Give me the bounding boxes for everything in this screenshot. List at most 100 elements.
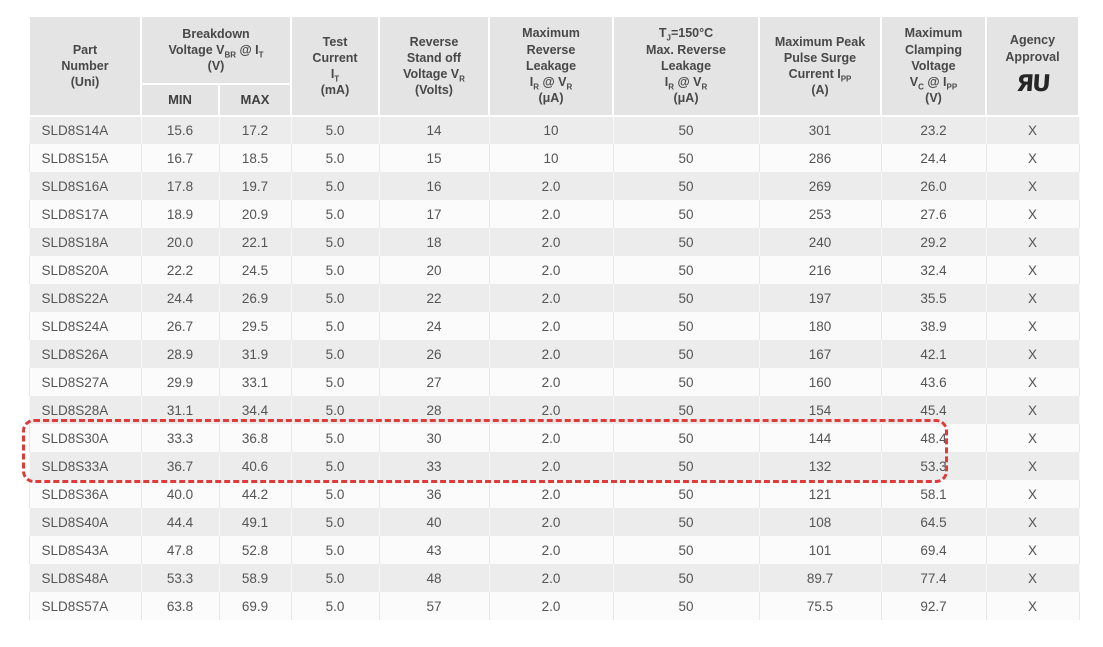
col-header-label: TJ=150°C Max. Reverse Leakage IR @ VR (μA) bbox=[646, 26, 726, 106]
cell-max: 19.7 bbox=[218, 172, 292, 200]
cell-max_reverse_leakage: 2.0 bbox=[488, 312, 614, 340]
col-header-test_current: Test Current IT (mA) bbox=[290, 15, 380, 117]
cell-standoff: 43 bbox=[378, 536, 490, 564]
cell-test_current: 5.0 bbox=[290, 508, 380, 536]
cell-max: 58.9 bbox=[218, 564, 292, 592]
cell-agency_approval: X bbox=[985, 144, 1080, 172]
cell-max: 40.6 bbox=[218, 452, 292, 480]
cell-max_reverse_leakage: 10 bbox=[488, 144, 614, 172]
cell-standoff: 27 bbox=[378, 368, 490, 396]
cell-min: 33.3 bbox=[140, 424, 220, 452]
cell-clamping_voltage: 43.6 bbox=[880, 368, 987, 396]
cell-max: 36.8 bbox=[218, 424, 292, 452]
table-row-SLD8S57A: SLD8S57A 63.8 69.9 5.0 57 2.0 50 75.5 92.7 X bbox=[28, 592, 1080, 620]
cell-min: 17.8 bbox=[140, 172, 220, 200]
cell-max: 34.4 bbox=[218, 396, 292, 424]
cell-clamping_voltage: 27.6 bbox=[880, 200, 987, 228]
cell-standoff: 28 bbox=[378, 396, 490, 424]
cell-part: SLD8S20A bbox=[28, 256, 142, 284]
cell-standoff: 36 bbox=[378, 480, 490, 508]
cell-test_current: 5.0 bbox=[290, 172, 380, 200]
cell-max: 26.9 bbox=[218, 284, 292, 312]
cell-min: 20.0 bbox=[140, 228, 220, 256]
cell-tj150_max_reverse_leakage: 50 bbox=[612, 564, 760, 592]
cell-tj150_max_reverse_leakage: 50 bbox=[612, 116, 760, 144]
table-row-SLD8S36A: SLD8S36A 40.0 44.2 5.0 36 2.0 50 121 58.1 X bbox=[28, 480, 1080, 508]
col-header-label: Test Current IT (mA) bbox=[312, 34, 358, 98]
cell-test_current: 5.0 bbox=[290, 368, 380, 396]
table-row-SLD8S24A: SLD8S24A 26.7 29.5 5.0 24 2.0 50 180 38.9 X bbox=[28, 312, 1080, 340]
cell-max: 44.2 bbox=[218, 480, 292, 508]
cell-agency_approval: X bbox=[985, 368, 1080, 396]
cell-surge_current: 160 bbox=[758, 368, 882, 396]
cell-surge_current: 144 bbox=[758, 424, 882, 452]
table-row-SLD8S15A: SLD8S15A 16.7 18.5 5.0 15 10 50 286 24.4 X bbox=[28, 144, 1080, 172]
cell-max: 33.1 bbox=[218, 368, 292, 396]
cell-max_reverse_leakage: 2.0 bbox=[488, 284, 614, 312]
cell-standoff: 30 bbox=[378, 424, 490, 452]
cell-test_current: 5.0 bbox=[290, 340, 380, 368]
cell-agency_approval: X bbox=[985, 424, 1080, 452]
table-header: Part Number (Uni) Breakdown Voltage VBR @ IT… bbox=[28, 15, 1080, 117]
cell-agency_approval: X bbox=[985, 116, 1080, 144]
cell-max_reverse_leakage: 2.0 bbox=[488, 564, 614, 592]
table-body: SLD8S14A 15.6 17.2 5.0 14 10 50 301 23.2 X SLD8S15… bbox=[28, 116, 1080, 620]
cell-clamping_voltage: 69.4 bbox=[880, 536, 987, 564]
cell-part: SLD8S36A bbox=[28, 480, 142, 508]
cell-max_reverse_leakage: 2.0 bbox=[488, 172, 614, 200]
col-header-agency_approval: Agency Approval ЯU bbox=[985, 15, 1080, 117]
cell-test_current: 5.0 bbox=[290, 424, 380, 452]
cell-surge_current: 216 bbox=[758, 256, 882, 284]
table-row-SLD8S40A: SLD8S40A 44.4 49.1 5.0 40 2.0 50 108 64.5 X bbox=[28, 508, 1080, 536]
cell-max: 49.1 bbox=[218, 508, 292, 536]
cell-test_current: 5.0 bbox=[290, 452, 380, 480]
cell-agency_approval: X bbox=[985, 508, 1080, 536]
cell-agency_approval: X bbox=[985, 396, 1080, 424]
cell-clamping_voltage: 26.0 bbox=[880, 172, 987, 200]
cell-surge_current: 108 bbox=[758, 508, 882, 536]
col-header-breakdown_voltage-min: MIN bbox=[140, 83, 220, 117]
cell-clamping_voltage: 35.5 bbox=[880, 284, 987, 312]
cell-part: SLD8S43A bbox=[28, 536, 142, 564]
table-row-SLD8S30A: SLD8S30A 33.3 36.8 5.0 30 2.0 50 144 48.4 X bbox=[28, 424, 1080, 452]
cell-max_reverse_leakage: 2.0 bbox=[488, 368, 614, 396]
cell-surge_current: 154 bbox=[758, 396, 882, 424]
table-row-SLD8S43A: SLD8S43A 47.8 52.8 5.0 43 2.0 50 101 69.4 X bbox=[28, 536, 1080, 564]
cell-max_reverse_leakage: 2.0 bbox=[488, 340, 614, 368]
cell-clamping_voltage: 38.9 bbox=[880, 312, 987, 340]
cell-min: 53.3 bbox=[140, 564, 220, 592]
cell-clamping_voltage: 29.2 bbox=[880, 228, 987, 256]
ul-recognized-mark-icon: ЯU bbox=[1015, 70, 1050, 97]
cell-part: SLD8S48A bbox=[28, 564, 142, 592]
table-row-SLD8S48A: SLD8S48A 53.3 58.9 5.0 48 2.0 50 89.7 77.4 X bbox=[28, 564, 1080, 592]
cell-max: 22.1 bbox=[218, 228, 292, 256]
cell-max: 69.9 bbox=[218, 592, 292, 620]
col-header-label: Maximum Peak Pulse Surge Current IPP (A) bbox=[774, 34, 866, 98]
cell-surge_current: 75.5 bbox=[758, 592, 882, 620]
header-row-main: Part Number (Uni) Breakdown Voltage VBR @ IT… bbox=[28, 15, 1080, 117]
cell-surge_current: 253 bbox=[758, 200, 882, 228]
cell-min: 36.7 bbox=[140, 452, 220, 480]
cell-tj150_max_reverse_leakage: 50 bbox=[612, 508, 760, 536]
cell-clamping_voltage: 48.4 bbox=[880, 424, 987, 452]
table-row-SLD8S14A: SLD8S14A 15.6 17.2 5.0 14 10 50 301 23.2 X bbox=[28, 116, 1080, 144]
cell-max_reverse_leakage: 2.0 bbox=[488, 452, 614, 480]
col-header-label: Maximum Reverse Leakage IR @ VR (μA) bbox=[522, 26, 580, 106]
cell-surge_current: 132 bbox=[758, 452, 882, 480]
cell-standoff: 17 bbox=[378, 200, 490, 228]
cell-part: SLD8S30A bbox=[28, 424, 142, 452]
cell-standoff: 40 bbox=[378, 508, 490, 536]
cell-part: SLD8S15A bbox=[28, 144, 142, 172]
col-header-max_reverse_leakage: Maximum Reverse Leakage IR @ VR (μA) bbox=[488, 15, 614, 117]
cell-surge_current: 301 bbox=[758, 116, 882, 144]
cell-agency_approval: X bbox=[985, 256, 1080, 284]
cell-test_current: 5.0 bbox=[290, 144, 380, 172]
cell-tj150_max_reverse_leakage: 50 bbox=[612, 256, 760, 284]
cell-max: 29.5 bbox=[218, 312, 292, 340]
cell-part: SLD8S17A bbox=[28, 200, 142, 228]
cell-surge_current: 89.7 bbox=[758, 564, 882, 592]
cell-surge_current: 269 bbox=[758, 172, 882, 200]
cell-standoff: 22 bbox=[378, 284, 490, 312]
cell-part: SLD8S26A bbox=[28, 340, 142, 368]
cell-standoff: 57 bbox=[378, 592, 490, 620]
